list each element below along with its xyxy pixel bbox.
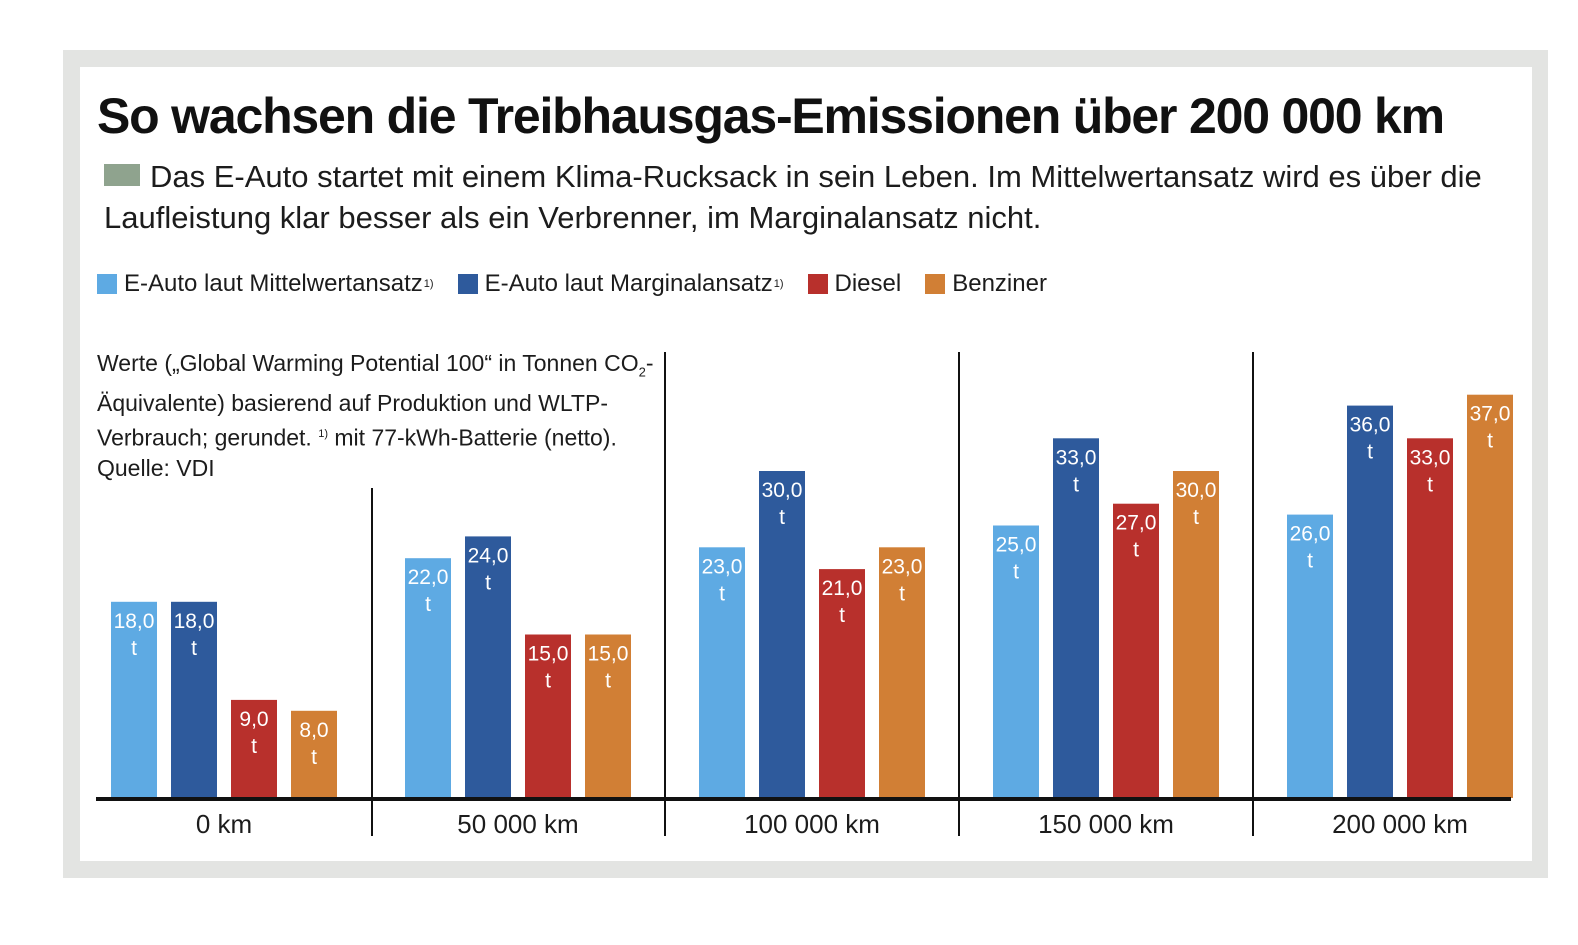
bar-value-label: 30,0 <box>1176 479 1217 502</box>
category-label: 50 000 km <box>457 809 578 839</box>
note-subscript: 2 <box>638 364 646 380</box>
note-text-1: Werte („Global Warming Potential 100“ in… <box>97 350 639 376</box>
bar-value-label: 23,0 <box>882 555 923 578</box>
bar-unit-label: t <box>779 506 785 529</box>
bar-unit-label: t <box>191 637 197 660</box>
bar <box>111 601 157 798</box>
bar-value-label: 15,0 <box>528 643 569 666</box>
bar-value-label: 15,0 <box>588 643 629 666</box>
bar-value-label: 8,0 <box>299 719 328 742</box>
bar <box>1053 438 1099 798</box>
bar <box>465 536 511 798</box>
category-label: 150 000 km <box>1038 809 1174 839</box>
bar-value-label: 37,0 <box>1470 403 1511 426</box>
bar-value-label: 33,0 <box>1056 446 1097 469</box>
legend-footnote: 1) <box>773 278 784 290</box>
bar-value-label: 22,0 <box>408 566 449 589</box>
legend-footnote: 1) <box>423 278 434 290</box>
bar <box>1347 405 1393 798</box>
bar <box>525 634 571 798</box>
bar-value-label: 18,0 <box>114 610 155 633</box>
bar-unit-label: t <box>1307 550 1313 573</box>
bar-unit-label: t <box>485 571 491 594</box>
bar <box>819 569 865 798</box>
legend-item-3: Diesel <box>807 270 902 298</box>
bar-unit-label: t <box>1367 441 1373 464</box>
bar-unit-label: t <box>899 582 905 605</box>
category-label: 200 000 km <box>1332 809 1468 839</box>
bar <box>171 601 217 798</box>
backpack-swatch-icon <box>104 164 140 186</box>
legend-swatch <box>97 274 117 294</box>
bar-value-label: 18,0 <box>174 610 215 633</box>
bar <box>1173 471 1219 798</box>
legend-swatch <box>807 274 828 294</box>
bar <box>291 710 337 798</box>
subtitle-text: Das E-Auto startet mit einem Klima-Rucks… <box>104 159 1482 235</box>
bar <box>585 634 631 798</box>
bar-value-label: 33,0 <box>1410 446 1451 469</box>
bar <box>699 547 745 798</box>
bar-value-label: 21,0 <box>822 577 863 600</box>
bar-unit-label: t <box>719 582 725 605</box>
bar-value-label: 30,0 <box>762 479 803 502</box>
legend-label: Diesel <box>834 270 902 297</box>
bar-unit-label: t <box>605 670 611 693</box>
bar-value-label: 26,0 <box>1290 523 1331 546</box>
bar-unit-label: t <box>251 735 257 758</box>
note-text-2: -Äquivalente) basierend auf Produktion u… <box>97 350 654 451</box>
bar <box>405 558 451 798</box>
legend-label: Benziner <box>952 270 1047 297</box>
legend-swatch <box>925 274 946 294</box>
bar <box>1287 514 1333 798</box>
bar-value-label: 36,0 <box>1350 414 1391 437</box>
bar-unit-label: t <box>1073 473 1079 496</box>
bar-unit-label: t <box>1013 561 1019 584</box>
note-footnote-mark: 1) <box>318 427 328 440</box>
bar-unit-label: t <box>839 604 845 627</box>
bar <box>1407 438 1453 798</box>
x-axis-baseline <box>96 797 1511 801</box>
bar-unit-label: t <box>131 637 137 660</box>
bar <box>879 547 925 798</box>
legend-item-1: E-Auto laut Mittelwertansatz 1) <box>97 270 434 298</box>
bar-unit-label: t <box>1193 506 1199 529</box>
category-label: 100 000 km <box>744 809 880 839</box>
bar-value-label: 23,0 <box>702 555 743 578</box>
bar <box>1467 394 1513 798</box>
bar-unit-label: t <box>425 593 431 616</box>
bar-unit-label: t <box>1133 539 1139 562</box>
chart-subtitle: Das E-Auto startet mit einem Klima-Rucks… <box>104 156 1524 238</box>
source-note: Werte („Global Warming Potential 100“ in… <box>97 348 657 484</box>
bar <box>993 525 1039 798</box>
legend-swatch <box>457 274 478 294</box>
legend-item-4: Benziner <box>925 270 1047 298</box>
bar-value-label: 27,0 <box>1116 512 1157 535</box>
bar-value-label: 24,0 <box>468 544 509 567</box>
bar-unit-label: t <box>311 746 317 769</box>
bar-unit-label: t <box>545 670 551 693</box>
chart-title: So wachsen die Treibhausgas-Emissionen ü… <box>97 88 1445 144</box>
bar <box>759 471 805 798</box>
bar-unit-label: t <box>1487 430 1493 453</box>
legend-item-2: E-Auto laut Marginalansatz 1) <box>457 270 784 298</box>
legend: E-Auto laut Mittelwertansatz 1) E-Auto lau… <box>97 270 1071 298</box>
bar <box>1113 503 1159 798</box>
bar-value-label: 9,0 <box>239 708 268 731</box>
bar <box>231 699 277 798</box>
legend-label: E-Auto laut Mittelwertansatz <box>124 270 423 297</box>
note-text-3: mit 77-kWh-Batterie (netto). Quelle: VDI <box>97 424 617 482</box>
bar-value-label: 25,0 <box>996 534 1037 557</box>
legend-label: E-Auto laut Marginalansatz <box>484 270 773 297</box>
bar-unit-label: t <box>1427 473 1433 496</box>
category-label: 0 km <box>196 809 252 839</box>
